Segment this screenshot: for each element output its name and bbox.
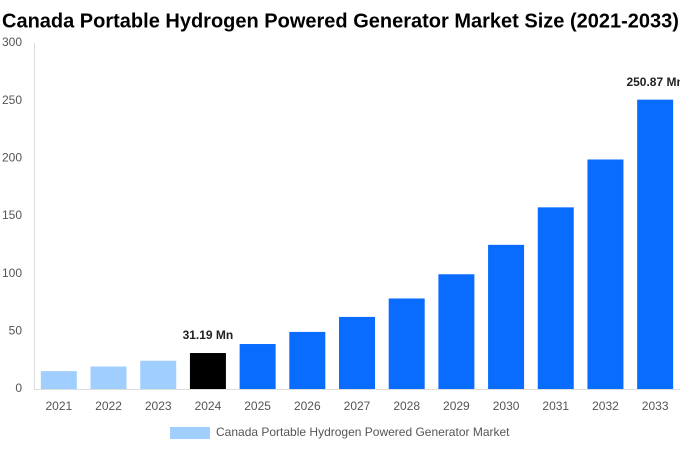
bar	[140, 360, 177, 389]
x-tick-label: 2021	[45, 399, 72, 413]
x-tick-label: 2025	[244, 399, 271, 413]
x-tick-label: 2023	[145, 399, 172, 413]
data-label: 250.87 Mn	[626, 75, 680, 89]
bar	[488, 244, 525, 389]
chart-title: Canada Portable Hydrogen Powered Generat…	[2, 10, 679, 32]
x-tick-label: 2026	[294, 399, 321, 413]
x-tick-label: 2030	[493, 399, 520, 413]
x-tick-label: 2032	[592, 399, 619, 413]
y-tick-label: 200	[2, 151, 22, 165]
bar	[40, 371, 77, 389]
y-tick-label: 250	[2, 93, 22, 107]
bar	[637, 99, 674, 389]
x-tick-label: 2024	[195, 399, 222, 413]
bar	[537, 207, 574, 389]
data-label: 31.19 Mn	[183, 328, 234, 342]
bar	[239, 344, 276, 389]
x-tick-label: 2027	[344, 399, 371, 413]
x-tick-label: 2033	[642, 399, 669, 413]
legend-label: Canada Portable Hydrogen Powered Generat…	[216, 425, 510, 439]
y-tick-label: 0	[15, 381, 22, 395]
x-tick-label: 2022	[95, 399, 122, 413]
y-tick-label: 300	[2, 35, 22, 49]
y-tick-label: 50	[9, 324, 23, 338]
x-tick-label: 2031	[542, 399, 569, 413]
bar	[90, 366, 127, 389]
x-tick-label: 2029	[443, 399, 470, 413]
x-tick-label: 2028	[393, 399, 420, 413]
bar	[289, 331, 326, 389]
bar	[189, 353, 226, 389]
bar	[587, 159, 624, 389]
legend-swatch	[170, 427, 210, 439]
y-tick-label: 150	[2, 208, 22, 222]
bar	[438, 274, 475, 389]
bar	[388, 298, 425, 389]
bar	[339, 316, 375, 389]
y-tick-label: 100	[2, 266, 22, 280]
